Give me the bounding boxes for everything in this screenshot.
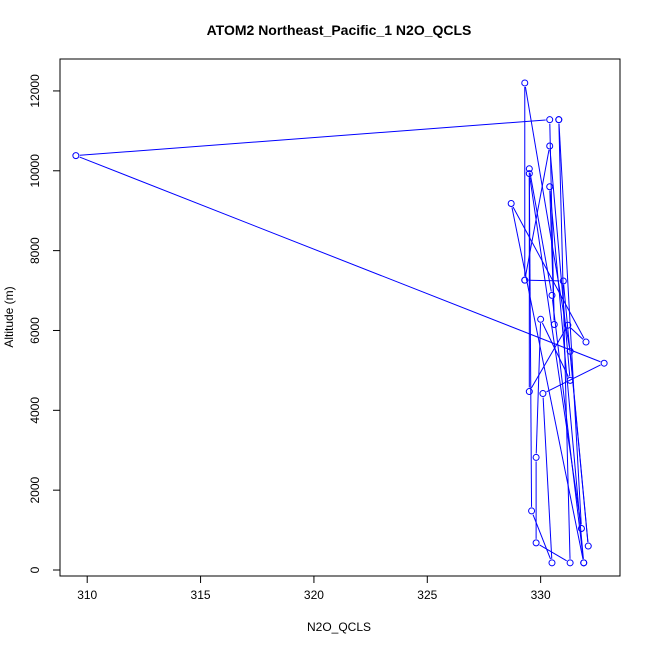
data-point [555,116,563,124]
y-tick-label: 12000 [28,74,42,108]
series-segment [549,190,584,559]
series-segment [528,177,533,507]
series-segment [535,323,542,454]
data-point [546,142,554,150]
data-point [550,320,558,328]
data-point [577,524,585,532]
data-point [525,170,533,178]
series-segment [549,149,571,377]
data-point [566,559,574,567]
data-point [546,116,554,124]
series-segment [511,207,584,560]
series-segment [558,123,582,525]
x-tick-label: 330 [531,588,551,602]
data-point [559,277,567,285]
x-tick-label: 320 [304,588,324,602]
x-axis: 310 315 320 325 330 [77,575,551,602]
series-segment [79,156,601,363]
data-point [528,507,536,515]
data-point [532,539,540,547]
data-point [566,376,574,384]
series-layer [72,79,608,567]
y-tick-label: 2000 [28,476,42,503]
x-tick-label: 315 [191,588,211,602]
data-point [564,321,572,329]
series-segment [79,119,546,156]
data-point [532,453,540,461]
x-tick-label: 325 [417,588,437,602]
data-point [72,152,80,160]
data-point [548,291,556,299]
y-axis-label: Altitude (m) [2,286,16,347]
series-segment [542,397,553,559]
data-point [582,338,590,346]
x-tick-label: 310 [77,588,97,602]
series-segment [541,322,569,377]
y-tick-label: 8000 [28,237,42,264]
series-segment [558,123,571,559]
data-point [580,559,588,567]
series-segment [529,177,582,525]
series-segment [539,544,567,562]
y-tick-label: 4000 [28,397,42,424]
data-point [600,359,608,367]
data-point [539,390,547,398]
data-point [507,200,515,208]
data-point [546,183,554,191]
series-segment [530,328,567,389]
data-point [521,276,529,284]
data-point [584,542,592,550]
data-point [525,388,533,396]
y-tick-label: 6000 [28,317,42,344]
data-point [548,559,556,567]
y-tick-label: 10000 [28,154,42,188]
y-axis: 0 2000 4000 6000 8000 10000 12000 [28,74,61,573]
chart-title: ATOM2 Northeast_Pacific_1 N2O_QCLS [207,22,472,38]
data-point [537,315,545,323]
series-segment [529,172,552,292]
series-segment [570,327,584,340]
series-segment [524,86,570,348]
data-point [566,347,574,355]
data-point [525,165,533,173]
data-point [521,79,529,87]
series-segment [525,149,550,277]
y-tick-label: 0 [28,566,42,573]
x-axis-label: N2O_QCLS [307,620,371,634]
series-segment [528,279,560,282]
